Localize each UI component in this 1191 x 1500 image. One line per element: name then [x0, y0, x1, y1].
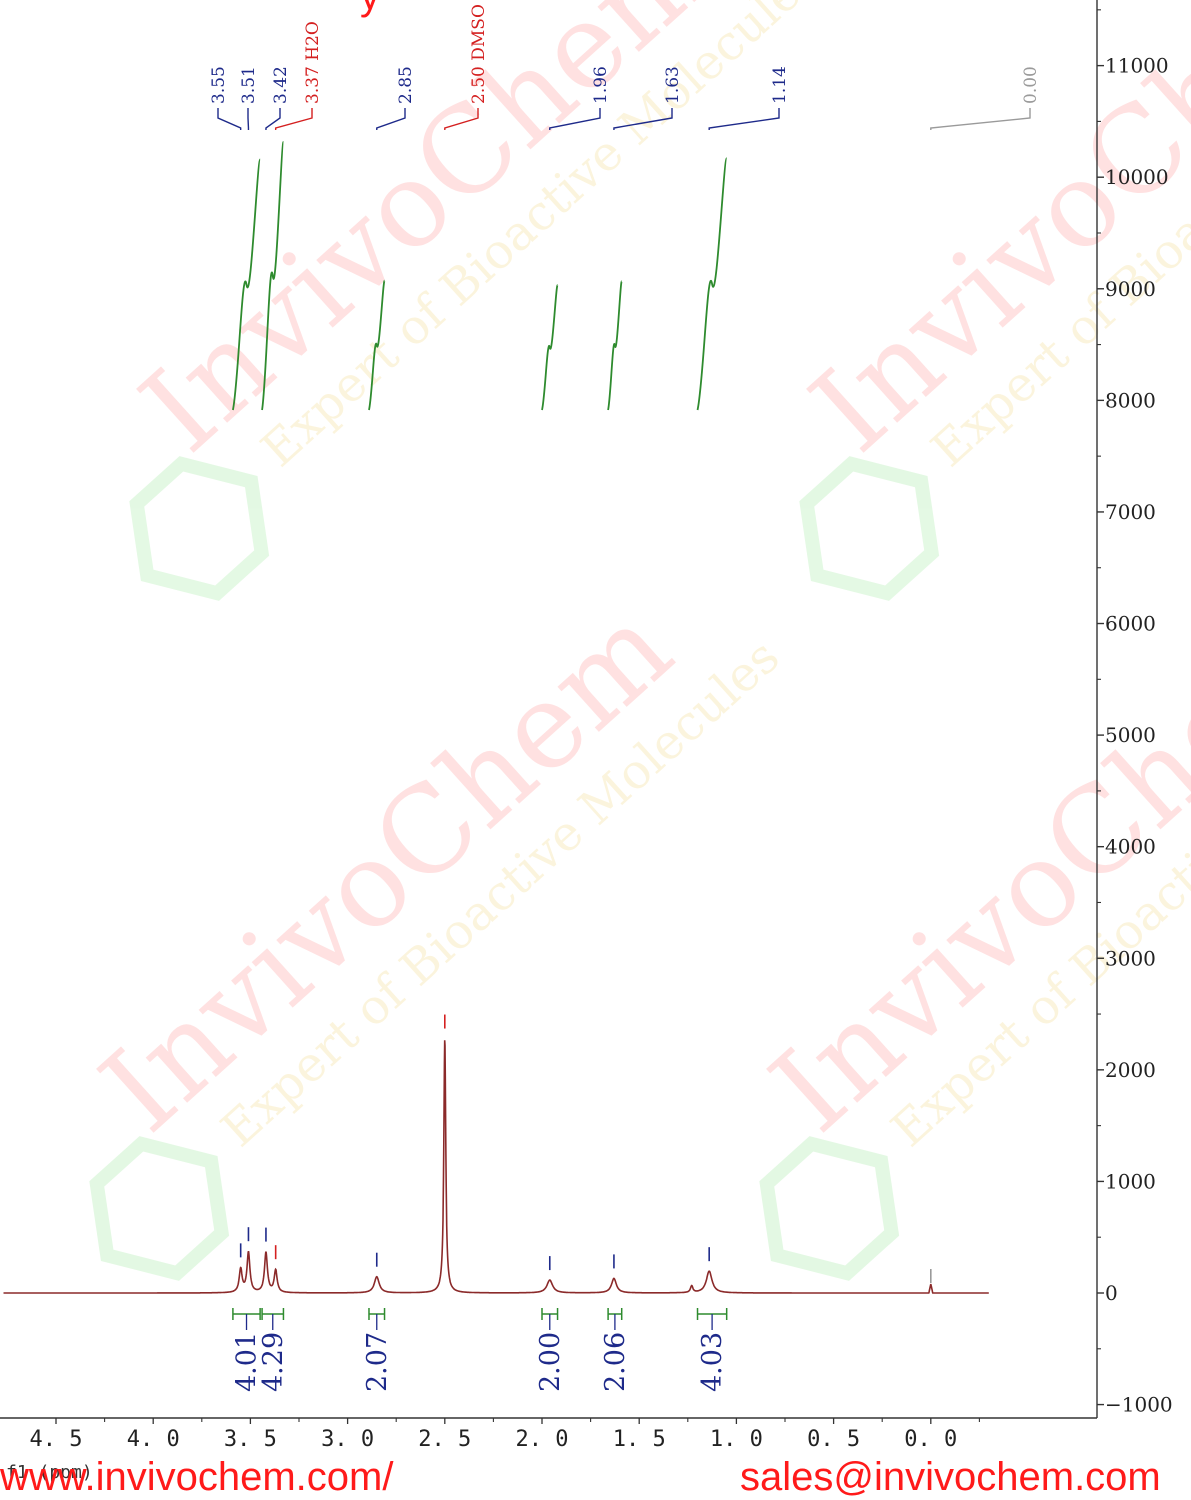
x-axis-tick-label: 2. 5: [418, 1427, 471, 1452]
peak-label: 1.14: [770, 66, 790, 104]
peak-label: 2.50 DMSO: [469, 4, 489, 104]
integral-bracket: 2.06: [600, 1308, 631, 1392]
y-axis-tick-label: 3000: [1105, 946, 1156, 970]
peak-label: 1.63: [663, 66, 683, 104]
x-axis-tick-label: 0. 0: [904, 1427, 957, 1452]
y-axis-tick-label: 8000: [1105, 388, 1156, 412]
peak-label-connector: [276, 108, 312, 130]
x-axis-tick-label: 4. 0: [127, 1427, 180, 1452]
integral-value-label: 2.06: [600, 1332, 631, 1392]
peak-label-connector: [218, 108, 241, 130]
peak-label: 3.37 H2O: [303, 21, 323, 104]
integral-curve: [698, 158, 727, 410]
y-axis-tick-label: 4000: [1105, 835, 1156, 859]
integral-bracket: 2.07: [362, 1308, 393, 1392]
peak-label-connector: [931, 108, 1030, 130]
y-axis-tick-label: 10000: [1105, 165, 1169, 189]
x-axis-tick-label: 1. 5: [613, 1427, 666, 1452]
x-axis-tick-label: 3. 5: [224, 1427, 277, 1452]
watermark-logo-icon: [737, 1117, 921, 1300]
peak-label: 3.55: [209, 66, 229, 104]
x-axis-tick-label: 2. 0: [516, 1427, 569, 1452]
y-axis-tick-label: 7000: [1105, 500, 1156, 524]
y-axis-tick-label: −1000: [1105, 1393, 1173, 1417]
watermark-logo-icon: [107, 437, 291, 620]
x-axis-tick-label: 0. 5: [807, 1427, 860, 1452]
y-axis-tick-label: 2000: [1105, 1058, 1156, 1082]
integral-value-label: 2.07: [362, 1332, 393, 1392]
y-axis-tick-label: 5000: [1105, 723, 1156, 747]
peak-label: 1.96: [591, 66, 611, 104]
watermark-logo-icon: [777, 437, 961, 620]
peak-label-connector: [709, 108, 779, 130]
footer-url-link[interactable]: www.invivochem.com/: [0, 1455, 393, 1500]
integral-value-label: 4.03: [697, 1332, 728, 1392]
integral-curve: [608, 281, 622, 410]
y-axis-tick-label: 9000: [1105, 277, 1156, 301]
integral-value-label: 2.00: [535, 1332, 566, 1392]
watermark-logo-icon: [67, 1117, 251, 1300]
y-axis-tick-label: 6000: [1105, 612, 1156, 636]
peak-label: 3.51: [239, 66, 259, 104]
watermark-brand: InvivoChem: [75, 578, 697, 1157]
y-axis-tick-label: 0: [1105, 1281, 1118, 1305]
integral-bracket: 2.00: [535, 1308, 566, 1392]
peak-label: 2.85: [396, 66, 416, 104]
x-axis-tick-label: 3. 0: [321, 1427, 374, 1452]
y-axis-tick-label: 11000: [1105, 54, 1169, 78]
integral-curve: [542, 285, 558, 410]
integral-value-label: 4.29: [258, 1332, 289, 1392]
peak-label: 3.42: [271, 66, 291, 104]
footer-email-link[interactable]: sales@invivochem.com: [740, 1455, 1161, 1500]
integral-bracket: 4.03: [697, 1308, 728, 1392]
x-axis-tick-label: 4. 5: [30, 1427, 83, 1452]
integral-bracket: 4.29: [258, 1308, 289, 1392]
x-axis-tick-label: 1. 0: [710, 1427, 763, 1452]
x-axis: 4. 5 4. 0 3. 5 3. 0 2. 5 2. 0 1. 5 1. 0 0. 5 0. 0: [0, 1418, 1097, 1452]
y-axis-tick-label: 1000: [1105, 1169, 1156, 1193]
peak-label: 0.00: [1021, 66, 1041, 104]
